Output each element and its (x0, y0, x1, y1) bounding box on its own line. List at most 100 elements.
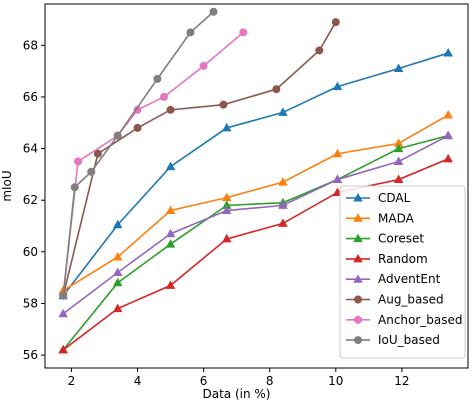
legend-label: IoU_based (378, 333, 440, 347)
data-point (443, 153, 453, 163)
data-point (59, 291, 68, 300)
series-line (62, 114, 449, 292)
data-point (165, 280, 176, 289)
data-point (278, 107, 288, 116)
data-point (443, 110, 453, 119)
series-line (62, 134, 449, 351)
legend-label: Aug_based (378, 293, 444, 307)
data-point (222, 205, 232, 215)
series-line (62, 158, 449, 351)
data-point (332, 148, 343, 158)
data-point (165, 239, 176, 248)
y-tick-label: 58 (23, 296, 38, 310)
legend-label: Random (378, 252, 428, 266)
data-point (133, 105, 142, 114)
legend-label: MADA (378, 211, 415, 225)
data-point (443, 48, 453, 57)
data-point (332, 81, 343, 91)
y-tick-label: 66 (23, 90, 38, 104)
chart-marks (58, 7, 453, 354)
data-point (165, 205, 176, 215)
y-tick-label: 56 (23, 348, 38, 362)
data-point (159, 92, 168, 101)
x-tick-label: 10 (328, 374, 343, 388)
y-axis-title: mIoU (0, 170, 14, 201)
x-tick-label: 4 (134, 374, 142, 388)
data-point (393, 63, 404, 73)
data-point (332, 174, 343, 184)
legend-marker (354, 295, 362, 304)
x-axis-title: Data (in %) (203, 387, 271, 401)
legend-entry-mada: MADA (346, 211, 415, 225)
legend: CDAL MADA Coreset Random AdventEnt Aug_based A… (339, 185, 466, 359)
data-point (393, 138, 404, 147)
series-adventent (58, 130, 453, 318)
x-tick-label: 8 (266, 374, 274, 388)
data-point (393, 174, 404, 184)
data-point (166, 105, 175, 114)
data-point (58, 344, 68, 354)
legend-marker (354, 315, 362, 324)
data-point (74, 157, 83, 166)
data-point (222, 122, 232, 132)
data-point (112, 251, 123, 261)
data-point (393, 156, 404, 165)
legend-entry-anchor-based: Anchor_based (346, 313, 463, 327)
legend-label: AdventEnt (378, 272, 441, 286)
data-point (278, 218, 288, 227)
data-point (222, 192, 232, 202)
x-tick-label: 12 (394, 374, 409, 388)
data-point (393, 143, 404, 153)
data-point (239, 28, 248, 37)
x-tick-label: 2 (68, 374, 76, 388)
y-tick-label: 62 (23, 193, 38, 207)
y-tick-label: 68 (23, 38, 38, 52)
legend-entry-random: Random (346, 252, 428, 266)
data-point (278, 200, 288, 209)
series-anchor-based (59, 28, 248, 300)
data-point (113, 131, 122, 140)
data-point (199, 61, 208, 70)
plot-frame (44, 3, 469, 369)
data-point (87, 167, 96, 176)
data-point (165, 228, 176, 238)
legend-label: Coreset (378, 232, 424, 246)
legend-entry-aug-based: Aug_based (346, 293, 444, 307)
series-random (58, 153, 453, 354)
legend-entry-iou-based: IoU_based (346, 333, 440, 347)
legend-marker (353, 193, 363, 202)
data-point (112, 277, 123, 287)
data-point (58, 308, 68, 318)
data-point (219, 100, 228, 109)
legend-marker (354, 336, 362, 345)
series-line (62, 134, 449, 315)
data-point (93, 149, 102, 158)
legend-label: CDAL (378, 191, 411, 205)
y-tick-label: 60 (23, 245, 38, 259)
series-iou-based (59, 7, 218, 300)
legend-box (339, 185, 466, 359)
legend-entry-cdal: CDAL (346, 191, 411, 205)
series-line (62, 52, 449, 297)
data-point (112, 267, 123, 276)
data-point (112, 219, 123, 229)
data-point (186, 28, 195, 37)
series-line (62, 11, 215, 296)
legend-label: Anchor_based (378, 313, 463, 327)
data-point (222, 233, 232, 243)
data-point (70, 183, 79, 192)
data-point (331, 18, 340, 27)
legend-marker (353, 274, 363, 283)
data-point (315, 46, 324, 55)
x-tick-label: 6 (200, 374, 208, 388)
data-point (222, 200, 232, 209)
data-point (443, 130, 453, 140)
data-point (209, 7, 218, 16)
data-point (272, 85, 281, 94)
data-point (278, 177, 288, 186)
legend-entry-coreset: Coreset (346, 232, 424, 246)
legend-entry-adventent: AdventEnt (346, 272, 441, 286)
data-point (133, 123, 142, 132)
